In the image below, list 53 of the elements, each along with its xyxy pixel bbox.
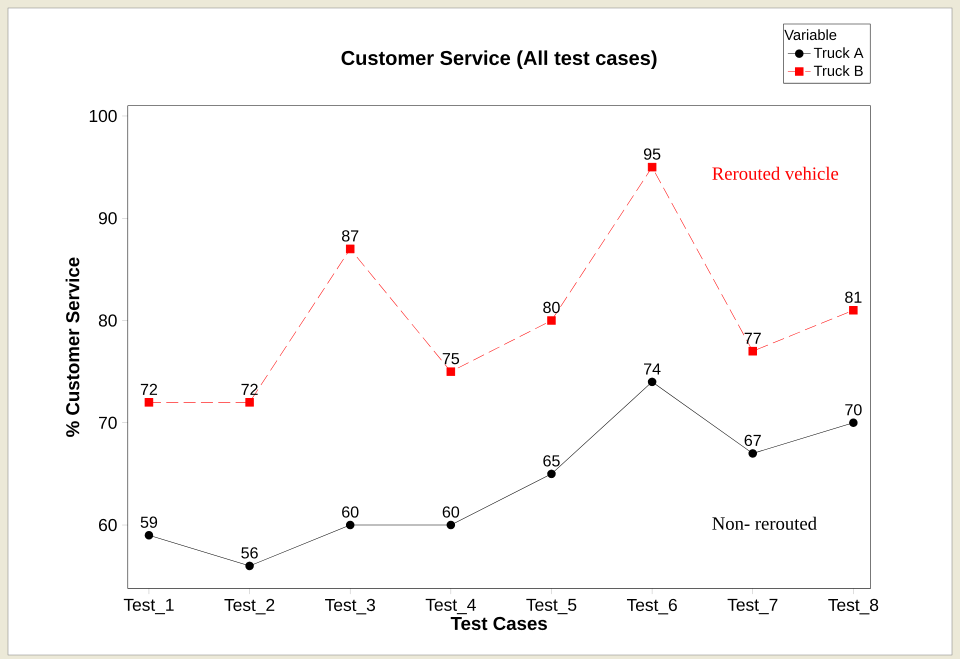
point <box>144 398 154 407</box>
data-label: 60 <box>442 506 460 518</box>
data-label: 87 <box>342 230 358 242</box>
data-label: 60 <box>342 506 358 518</box>
point <box>648 378 656 386</box>
point <box>547 470 556 478</box>
data-label: 77 <box>744 332 761 344</box>
data-label: 65 <box>543 455 560 467</box>
x-tick-label: Test_3 <box>325 598 376 614</box>
data-label: 70 <box>845 404 862 416</box>
point <box>849 306 858 315</box>
data-label: 72 <box>241 384 258 395</box>
point <box>144 530 154 540</box>
y-tick-label: 60 <box>99 518 117 532</box>
y-tick-label: 80 <box>98 314 117 327</box>
point <box>446 367 456 376</box>
x-tick-label: Test_1 <box>124 598 174 614</box>
data-label: 67 <box>744 434 761 446</box>
legend-label: Truck B <box>814 65 863 76</box>
data-label: 56 <box>241 547 258 559</box>
chart-title: Customer Service (All test cases) <box>342 50 657 70</box>
legend-title: Variable <box>784 29 836 40</box>
data-label: 75 <box>442 353 460 364</box>
legend-label: Truck A <box>814 47 864 58</box>
x-axis-title: Test Cases <box>450 616 547 630</box>
x-tick-label: Test_6 <box>626 598 677 614</box>
x-tick-label: Test_2 <box>224 598 274 614</box>
x-tick-label: Test_8 <box>828 598 878 614</box>
point <box>849 418 858 428</box>
data-label: 81 <box>845 292 862 303</box>
data-label: 95 <box>644 148 660 160</box>
point <box>648 162 656 172</box>
data-label: 72 <box>140 384 158 395</box>
point <box>748 449 758 458</box>
point <box>245 562 254 570</box>
point <box>245 398 254 407</box>
point <box>748 346 758 356</box>
x-tick-label: Test_5 <box>526 598 576 614</box>
annotation: Non- rerouted <box>712 516 817 530</box>
x-tick-label: Test_4 <box>426 598 476 614</box>
annotation: Rerouted vehicle <box>712 166 838 180</box>
y-axis-title: % Customer Service <box>66 258 80 437</box>
y-tick-label: 70 <box>99 416 117 429</box>
point <box>346 520 354 530</box>
point <box>446 520 456 530</box>
y-tick-label: 90 <box>98 212 117 224</box>
point <box>547 316 556 325</box>
y-tick-label: 100 <box>90 110 117 122</box>
data-label: 74 <box>644 363 661 374</box>
x-tick-label: Test_7 <box>728 598 778 614</box>
data-label: 59 <box>140 516 158 528</box>
point <box>346 244 354 254</box>
data-label: 80 <box>543 302 560 314</box>
